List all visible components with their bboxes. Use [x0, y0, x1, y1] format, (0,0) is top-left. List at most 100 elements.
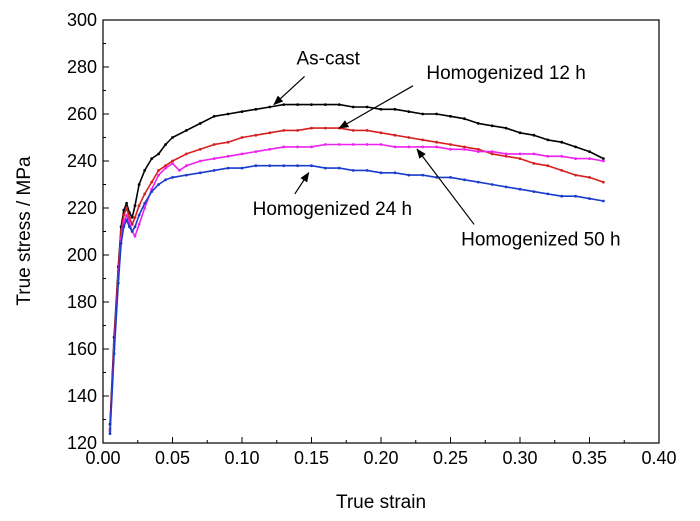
data-point — [137, 213, 141, 217]
y-tick-label: 260 — [67, 104, 97, 124]
data-point — [310, 145, 313, 149]
data-point — [324, 103, 327, 106]
data-point — [393, 133, 397, 137]
data-point — [407, 136, 411, 139]
data-point — [560, 169, 564, 172]
data-point — [379, 107, 383, 111]
data-point — [122, 225, 126, 229]
x-axis-ticks: 0.00 0.05 0.10 0.15 0.20 0.25 0.30 0.35 0.40 — [85, 437, 677, 468]
data-point — [421, 112, 425, 116]
y-tick-label: 200 — [67, 245, 97, 265]
data-point — [379, 143, 383, 146]
data-point — [268, 147, 272, 151]
data-point — [150, 180, 154, 184]
y-tick-label: 140 — [67, 386, 97, 406]
data-point — [296, 164, 299, 168]
data-point — [185, 152, 188, 156]
data-point — [212, 143, 216, 146]
data-point — [476, 150, 480, 154]
data-point — [365, 143, 369, 146]
data-point — [198, 147, 202, 151]
data-point — [226, 140, 230, 144]
data-point — [268, 105, 272, 109]
data-point — [240, 152, 244, 156]
data-point — [532, 190, 536, 194]
data-point — [463, 178, 466, 182]
annotation-arrow-as-cast — [273, 75, 305, 106]
data-point — [476, 180, 480, 184]
data-point — [490, 183, 494, 186]
data-point — [546, 192, 550, 196]
data-point — [282, 145, 286, 149]
y-tick-label: 180 — [67, 292, 97, 312]
data-point — [588, 197, 591, 201]
data-point — [198, 171, 202, 175]
data-point — [226, 154, 230, 158]
data-point — [296, 129, 299, 132]
data-point — [122, 208, 126, 212]
data-point — [133, 234, 137, 238]
data-point — [393, 107, 397, 111]
data-point — [157, 169, 161, 172]
data-point — [351, 169, 355, 172]
data-point — [198, 122, 202, 125]
y-tick-label: 220 — [67, 198, 97, 218]
data-point — [393, 171, 397, 175]
data-point — [602, 157, 605, 161]
annotation-label-homogenized-24-h: Homogenized 24 h — [253, 199, 413, 220]
y-tick-label: 300 — [67, 10, 97, 30]
x-tick-label: 0.20 — [363, 448, 398, 468]
data-point — [546, 164, 550, 168]
data-point — [133, 225, 137, 229]
data-point — [602, 180, 605, 184]
data-point — [143, 192, 147, 196]
data-point — [490, 150, 494, 154]
data-point — [560, 154, 564, 158]
data-point — [185, 129, 188, 132]
data-point — [171, 136, 174, 139]
data-point — [164, 178, 168, 182]
data-point — [137, 183, 141, 186]
data-point — [125, 206, 128, 210]
data-point — [532, 133, 536, 137]
data-point — [164, 164, 168, 168]
data-point — [324, 166, 327, 170]
data-point — [407, 145, 411, 149]
data-point — [178, 169, 181, 172]
data-point — [337, 103, 341, 106]
data-point — [296, 145, 299, 149]
data-point — [125, 201, 128, 205]
data-point — [150, 190, 154, 194]
data-point — [463, 117, 466, 121]
data-point — [119, 241, 123, 245]
data-point — [449, 114, 452, 118]
x-tick-label: 0.10 — [224, 448, 259, 468]
data-point — [351, 143, 355, 146]
data-point — [127, 216, 131, 219]
data-point — [171, 176, 174, 179]
data-point — [463, 145, 466, 149]
data-point — [574, 194, 577, 198]
data-point — [137, 223, 141, 226]
data-point — [407, 173, 411, 177]
x-tick-label: 0.30 — [502, 448, 537, 468]
y-tick-label: 160 — [67, 339, 97, 359]
series-homogenized-50-h — [108, 143, 605, 433]
data-point — [296, 103, 299, 106]
data-point — [532, 152, 536, 156]
data-point — [130, 216, 134, 219]
series-line-as-cast — [109, 103, 604, 425]
data-point — [240, 136, 244, 139]
data-point — [212, 114, 216, 118]
data-point — [254, 150, 258, 154]
data-point — [282, 164, 286, 168]
data-point — [185, 173, 188, 177]
data-point — [518, 187, 522, 191]
series-line-homogenized-12-h — [109, 127, 604, 429]
data-point — [127, 220, 131, 224]
data-point — [365, 169, 369, 172]
y-tick-label: 280 — [67, 57, 97, 77]
data-point — [560, 140, 564, 144]
y-axis-ticks: 120 140 160 180 200 220 240 260 280 300 — [67, 10, 109, 453]
